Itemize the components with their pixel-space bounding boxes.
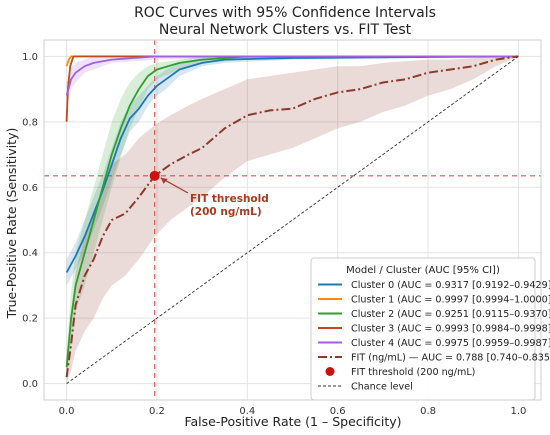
legend-box xyxy=(310,257,536,401)
y-tick-label: 0.6 xyxy=(22,183,38,194)
ci-band-series-4 xyxy=(66,56,519,109)
annotation-arrowhead xyxy=(160,177,168,184)
y-tick-label: 1.0 xyxy=(22,52,38,63)
series-line-2 xyxy=(65,55,519,368)
y-axis-label: True-Positive Rate (Sensitivity) xyxy=(4,128,19,320)
series-line-5 xyxy=(65,55,519,378)
y-tick-label: 0.2 xyxy=(22,314,38,325)
legend-label: Cluster 1 (AUC = 0.9997 [0.9994–1.0000]) xyxy=(351,295,550,306)
y-tick-label: 0.4 xyxy=(22,248,38,259)
x-tick-label: 0.0 xyxy=(59,406,75,417)
series-line-4 xyxy=(65,55,519,96)
ci-band-series-5 xyxy=(66,56,519,384)
annotation-line-1: FIT threshold xyxy=(190,193,269,205)
y-tick-label: 0.8 xyxy=(22,117,38,128)
series-line-6 xyxy=(66,56,519,384)
x-tick-label: 0.8 xyxy=(420,406,436,417)
series-line-0 xyxy=(65,55,519,273)
legend-label: Cluster 4 (AUC = 0.9975 [0.9959–0.9987]) xyxy=(351,338,550,349)
plot-area: FIT threshold(200 ng/mL) 0.0 0.2 0.4 0.6 0.8 1… xyxy=(22,39,542,417)
annotation-line-2: (200 ng/mL) xyxy=(190,206,262,218)
x-tick-label: 0.6 xyxy=(330,406,346,417)
legend-label: FIT (ng/mL) — AUC = 0.788 [0.740–0.835] xyxy=(351,353,550,364)
legend-label: Cluster 3 (AUC = 0.9993 [0.9984–0.9998]) xyxy=(351,324,550,335)
x-tick-label: 0.2 xyxy=(149,406,165,417)
x-tick-label: 1.0 xyxy=(510,406,526,417)
x-tick-label: 0.4 xyxy=(239,406,255,417)
fit-threshold-marker xyxy=(149,170,160,181)
chart-subtitle: Neural Network Clusters vs. FIT Test xyxy=(159,22,412,38)
legend-label: Chance level xyxy=(351,382,413,393)
legend-marker-threshold xyxy=(325,367,335,376)
legend: Model / Cluster (AUC [95% CI]) Cluster 0 … xyxy=(310,257,550,401)
legend-label: FIT threshold (200 ng/mL) xyxy=(351,367,475,378)
x-axis-label: False-Positive Rate (1 – Specificity) xyxy=(184,414,401,429)
chart-title: ROC Curves with 95% Confidence Intervals xyxy=(134,5,436,21)
legend-label: Cluster 0 (AUC = 0.9317 [0.9192–0.9429]) xyxy=(351,280,550,291)
legend-label: Cluster 2 (AUC = 0.9251 [0.9115–0.9370]) xyxy=(351,309,550,320)
y-tick-label: 0.0 xyxy=(22,379,38,390)
legend-title: Model / Cluster (AUC [95% CI]) xyxy=(346,265,500,276)
plot-frame xyxy=(43,39,542,401)
